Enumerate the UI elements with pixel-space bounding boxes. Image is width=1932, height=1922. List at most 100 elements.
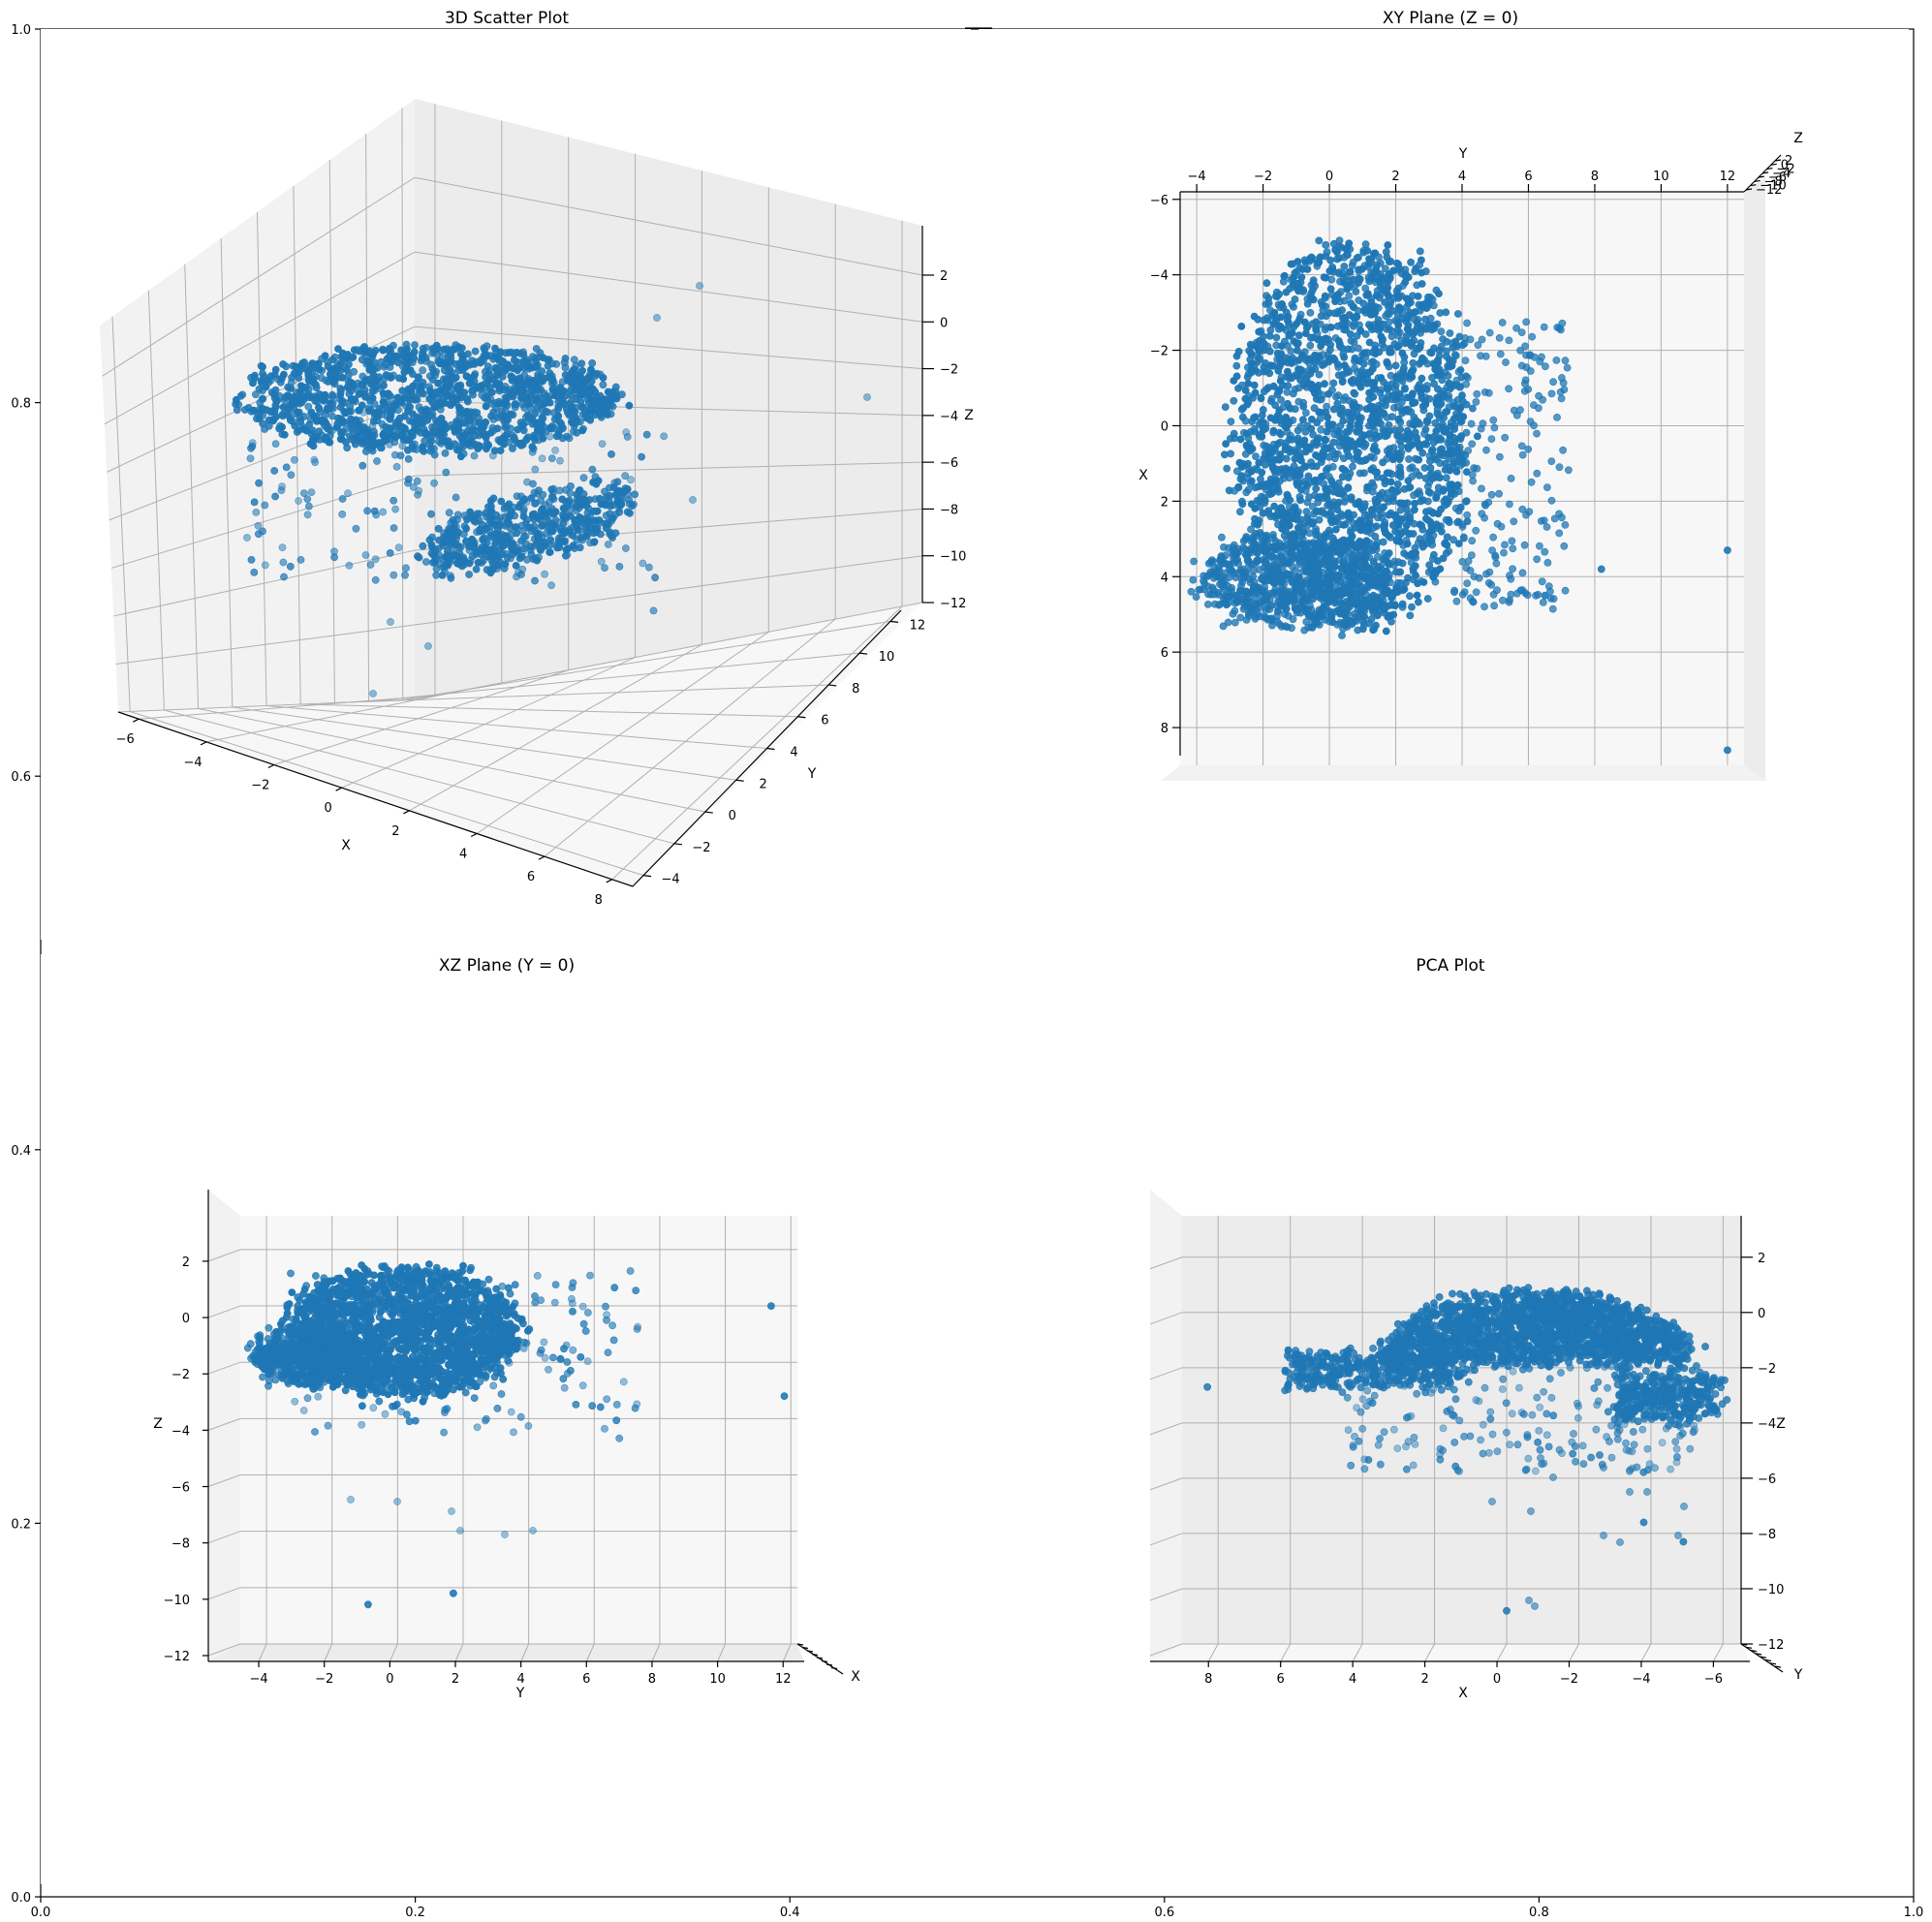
xy-point [1425,451,1434,460]
xy-point [1347,528,1355,537]
3d-y-tick [735,779,744,782]
3d-point [336,388,345,397]
3d-grid-z [414,555,923,626]
3d-point [466,408,475,417]
xy-point [1382,248,1390,256]
panel-3d-title: 3D Scatter Plot [445,9,569,28]
3d-point [282,463,291,472]
xy-point [1276,417,1285,425]
3d-point [513,529,520,538]
xy-point [1335,254,1344,263]
3d-grid-z-left [113,549,416,617]
xy-point [1269,428,1278,437]
3d-point [602,409,610,418]
3d-point [597,557,606,566]
3d-point [419,366,427,375]
3d-point [579,519,588,528]
panel-3d-scatter: 3D Scatter Plot −6−4−202468−4−2024681012… [41,9,974,940]
3d-point [289,361,297,370]
xy-point [1387,332,1396,341]
xy-point [1232,361,1241,370]
xy-left-tick-label: 4 [1161,571,1169,585]
xy-point [1382,627,1390,636]
xy-point [1250,360,1259,369]
3d-point [551,446,559,454]
3d-point [250,498,259,507]
3d-point [280,573,288,581]
background-x-ticks: 0.0 0.2 0.4 0.6 0.8 1.0 [31,1897,1923,1920]
3d-point [598,440,607,448]
xy-point [1331,297,1339,305]
xy-point [1381,521,1388,530]
xy-point [1425,507,1434,515]
xy-point [1427,537,1436,544]
xy-point [1426,464,1435,472]
3d-point [434,431,443,440]
xy-point [1413,281,1421,290]
3d-point [372,511,381,519]
xy-point [1385,302,1392,311]
xy-point [1370,321,1379,328]
xy-point [1400,353,1409,361]
3d-point [513,492,521,500]
xy-point [1457,454,1465,463]
xy-point [1416,343,1424,352]
xy-z-tick-label: 2 [1785,154,1792,169]
xy-point [1232,372,1241,381]
xy-point [1350,400,1358,409]
xy-point [1419,406,1428,415]
3d-point [330,380,339,388]
3d-point [482,402,490,411]
3d-point [404,475,413,483]
3d-point [557,419,565,428]
xy-point [1291,405,1299,414]
3d-point [468,387,476,395]
3d-point [369,690,377,698]
bg-y-tick-label: 0.8 [11,397,31,412]
xy-point [1354,626,1362,635]
xy-point [1418,521,1426,530]
xy-point [1322,240,1330,249]
3d-point [512,562,520,570]
xy-point [1384,241,1392,249]
3d-point [454,446,463,454]
3d-point [523,478,531,486]
xy-point [1251,388,1260,397]
3d-point [489,426,498,435]
xy-point [1443,347,1450,356]
3d-point [266,408,275,417]
3d-point [554,403,563,411]
xy-point [1351,389,1359,398]
xy-point [1383,587,1391,595]
xy-point [1329,354,1338,362]
3d-point [589,529,598,538]
xy-point [1252,342,1261,351]
3d-point [524,399,533,408]
3d-point [390,450,399,459]
3d-point [370,399,379,408]
3d-point [419,389,427,398]
3d-point [296,556,305,564]
xy-side-pane [1744,177,1765,781]
3d-point [270,467,279,475]
3d-point [311,458,319,467]
xy-point [1328,462,1337,471]
xy-point [1339,370,1347,379]
3d-point [588,465,597,474]
3d-point [445,509,453,517]
3d-point [278,543,287,551]
xy-point [1359,506,1367,514]
3d-grid-y [198,708,705,813]
3d-point [464,439,473,447]
3d-point [510,433,518,441]
xy-point [1322,302,1329,311]
xy-point [1363,246,1371,255]
3d-grid-y-left [220,237,234,708]
3d-point [568,531,576,539]
3d-point [537,386,545,394]
3d-point [421,558,430,566]
xy-point [1349,462,1356,471]
xy-point [1276,303,1284,312]
xy-point [1409,568,1418,575]
3d-grid-z [414,461,923,477]
